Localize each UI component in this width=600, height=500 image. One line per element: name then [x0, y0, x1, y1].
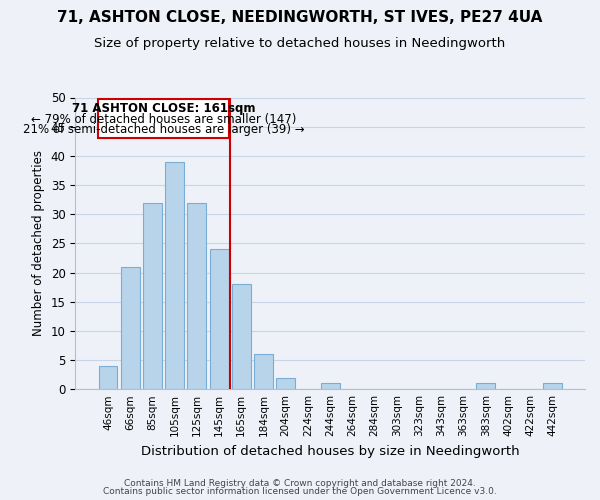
Bar: [143, 202, 162, 389]
Text: Contains public sector information licensed under the Open Government Licence v3: Contains public sector information licen…: [103, 487, 497, 496]
Bar: [121, 266, 140, 389]
Text: 21% of semi-detached houses are larger (39) →: 21% of semi-detached houses are larger (…: [23, 123, 304, 136]
Text: Contains HM Land Registry data © Crown copyright and database right 2024.: Contains HM Land Registry data © Crown c…: [124, 478, 476, 488]
FancyBboxPatch shape: [98, 98, 229, 138]
Bar: [209, 249, 229, 389]
Bar: [232, 284, 251, 389]
Text: 71 ASHTON CLOSE: 161sqm: 71 ASHTON CLOSE: 161sqm: [72, 102, 255, 114]
Text: ← 79% of detached houses are smaller (147): ← 79% of detached houses are smaller (14…: [31, 112, 296, 126]
Bar: [277, 378, 295, 389]
Bar: [187, 202, 206, 389]
Bar: [254, 354, 273, 389]
Bar: [321, 384, 340, 389]
Bar: [543, 384, 562, 389]
Text: Size of property relative to detached houses in Needingworth: Size of property relative to detached ho…: [94, 38, 506, 51]
Bar: [476, 384, 495, 389]
Text: 71, ASHTON CLOSE, NEEDINGWORTH, ST IVES, PE27 4UA: 71, ASHTON CLOSE, NEEDINGWORTH, ST IVES,…: [58, 10, 542, 25]
X-axis label: Distribution of detached houses by size in Needingworth: Distribution of detached houses by size …: [141, 444, 520, 458]
Y-axis label: Number of detached properties: Number of detached properties: [32, 150, 45, 336]
Bar: [165, 162, 184, 389]
Bar: [98, 366, 118, 389]
